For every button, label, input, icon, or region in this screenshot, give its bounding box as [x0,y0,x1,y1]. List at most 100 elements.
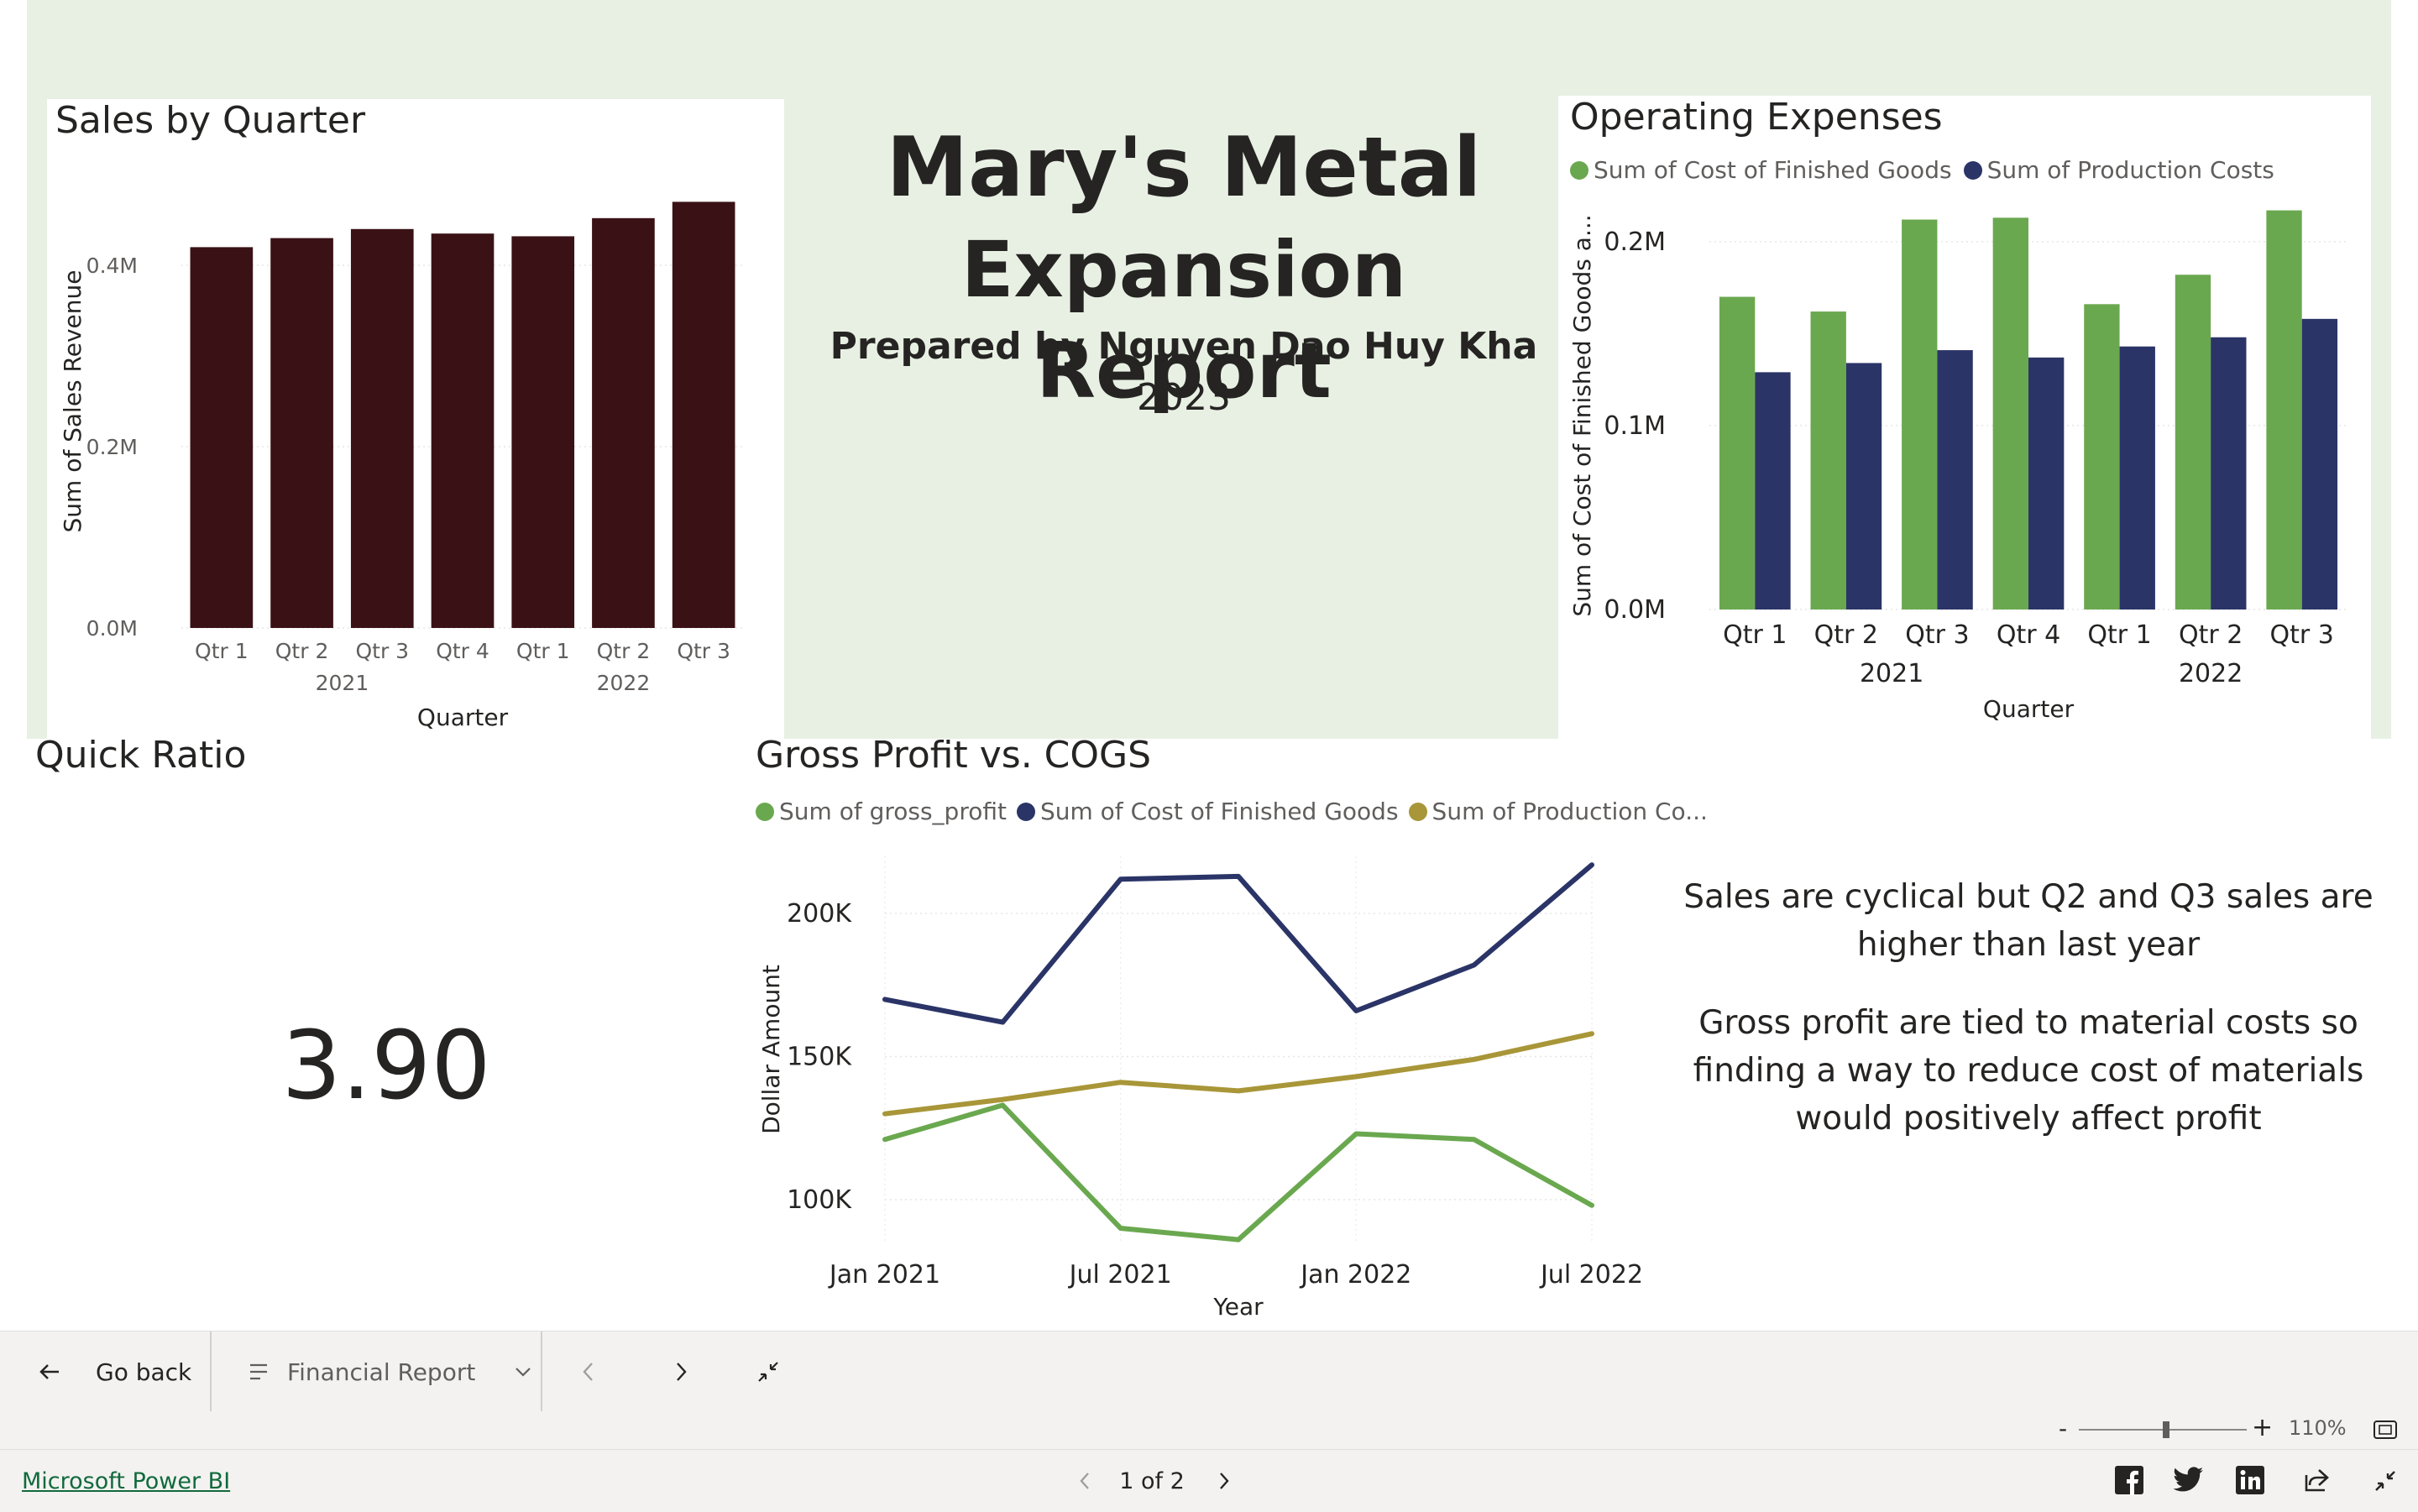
production-costs-line [882,1031,1594,1117]
next-page-button[interactable] [672,1332,690,1412]
nav-separator [541,1332,542,1412]
production-costs-bar [2028,357,2065,610]
gross-profit-line [882,1102,1594,1243]
sales-bar [190,247,254,628]
zoom-bar: - + 110% [0,1411,2418,1449]
production-costs-bar [1755,372,1791,610]
fit-to-page-icon[interactable] [2373,1420,2398,1440]
legend-dot-finished-goods [1016,802,1035,821]
production-costs-bar [2301,318,2338,610]
x-year-label: 2021 [1860,659,1923,688]
x-tick-label: Jan 2022 [1299,1260,1411,1290]
x-axis-title: Year [1212,1293,1264,1321]
sales-by-quarter-visual[interactable]: Sales by Quarter 0.0M 0.2M 0.4M Qtr 1 Qtr 2 Q… [47,99,784,739]
x-tick-label: Jul 2022 [1539,1260,1643,1290]
footer-bar: Microsoft Power BI 1 of 2 [0,1449,2418,1512]
x-tick-label: Qtr 3 [1905,620,1969,650]
notes-paragraph-2: Gross profit are tied to material costs … [1693,1004,2364,1138]
y-tick-label: 200K [787,899,852,929]
y-tick-label: 0.2M [86,435,138,459]
gross-profit-visual[interactable]: Gross Profit vs. COGS Sum of gross_profi… [747,730,1708,1326]
exit-fullscreen-button[interactable] [756,1332,781,1412]
zoom-level: 110% [2289,1416,2347,1440]
x-axis-title: Quarter [1983,695,2075,723]
previous-page-button[interactable] [579,1332,598,1412]
legend-label-gross-profit: Sum of gross_profit [779,798,1007,825]
zoom-slider-thumb[interactable] [2163,1421,2169,1438]
finished-goods-bar [1719,296,1756,610]
x-year-label: 2022 [2179,659,2243,688]
y-tick-label: 0.0M [86,616,138,641]
x-tick-label: Jan 2021 [828,1260,940,1290]
finished-goods-bar [2175,275,2211,610]
legend-label-production-costs: Sum of Production Costs [1986,156,2274,184]
chevron-left-icon[interactable] [1076,1470,1093,1492]
x-tick-label: Qtr 4 [1997,620,2060,650]
report-nav-bar: Go back Financial Report [0,1331,2418,1413]
gp-chart-title: Gross Profit vs. COGS [756,734,1152,777]
collapse-icon [758,1362,778,1382]
arrow-left-icon [39,1364,59,1379]
sales-bar [511,236,575,628]
quick-ratio-value: 3.90 [281,1012,491,1121]
report-year: 2023 [1137,376,1231,419]
x-tick-label: Qtr 2 [275,639,329,663]
sales-chart: 0.0M 0.2M 0.4M Qtr 1 Qtr 2 Qtr 3 Qtr 4 Qtr 1 Qtr… [59,201,744,731]
y-axis-title: Sum of Cost of Finished Goods a... [1568,214,1596,616]
production-costs-bar [2211,337,2247,610]
legend-label-finished-goods: Sum of Cost of Finished Goods [1594,156,1952,184]
menu-lines-icon [250,1363,267,1380]
x-year-label: 2022 [597,671,651,695]
y-tick-label: 0.1M [1604,411,1666,441]
y-tick-label: 100K [787,1185,852,1215]
gp-chart: 100K 150K 200K Jan 2021 Jul 2021 Jan 2022 Jul … [757,856,1643,1321]
x-tick-label: Qtr 3 [355,639,409,663]
page-menu-dropdown[interactable]: Financial Report [249,1332,532,1412]
x-tick-label: Qtr 2 [2179,620,2243,650]
sales-bar [592,217,655,628]
linkedin-icon[interactable] [2235,1465,2265,1495]
finished-goods-bar [2266,210,2302,610]
x-tick-label: Qtr 3 [677,639,730,663]
sales-bar [350,228,414,628]
legend-dot-gross-profit [756,802,774,821]
y-axis-title: Sum of Sales Revenue [59,270,86,533]
zoom-slider[interactable] [2079,1421,2247,1438]
x-tick-label: Qtr 2 [1814,620,1878,650]
facebook-icon[interactable] [2114,1465,2144,1495]
finished-goods-bar [2084,304,2120,610]
opex-legend: Sum of Cost of Finished Goods Sum of Pro… [1570,156,2274,184]
opex-chart-title: Operating Expenses [1570,96,1943,139]
go-back-button[interactable]: Go back [37,1332,191,1412]
y-tick-label: 0.0M [1604,595,1666,625]
chevron-right-icon [677,1363,687,1381]
legend-dot-production [1408,802,1427,821]
powerbi-link[interactable]: Microsoft Power BI [22,1468,231,1494]
share-icon[interactable] [2302,1467,2331,1494]
operating-expenses-visual[interactable]: Operating Expenses Sum of Cost of Finish… [1558,96,2371,739]
x-tick-label: Qtr 1 [1723,620,1787,650]
quick-ratio-title: Quick Ratio [35,734,247,777]
x-tick-label: Qtr 1 [2087,620,2151,650]
x-year-label: 2021 [316,671,369,695]
legend-label-finished-goods: Sum of Cost of Finished Goods [1039,798,1399,825]
x-axis-title: Quarter [417,704,509,731]
zoom-in-button[interactable]: + [2252,1413,2274,1442]
collapse-icon[interactable] [2373,1468,2398,1494]
legend-dot-production-costs [1963,160,1982,180]
y-tick-label: 0.2M [1604,228,1666,257]
opex-chart: 0.0M 0.1M 0.2M Qtr 1 Qtr 2 Qtr 3 Qtr 4 Qtr 1 Qtr… [1568,210,2347,723]
zoom-out-button[interactable]: - [2059,1415,2068,1442]
chevron-right-icon[interactable] [1216,1470,1233,1492]
x-tick-label: Qtr 2 [597,639,651,663]
x-tick-label: Qtr 1 [195,639,249,663]
sales-bar [672,201,735,628]
y-tick-label: 0.4M [86,254,138,278]
finished-goods-bar [1902,219,1938,610]
finished-goods-line [882,862,1594,1025]
sales-bar [270,238,333,628]
twitter-icon[interactable] [2173,1467,2205,1495]
production-costs-bar [1845,363,1882,610]
production-costs-bar [2119,346,2155,610]
notes-paragraph-1: Sales are cyclical but Q2 and Q3 sales a… [1683,878,2374,964]
